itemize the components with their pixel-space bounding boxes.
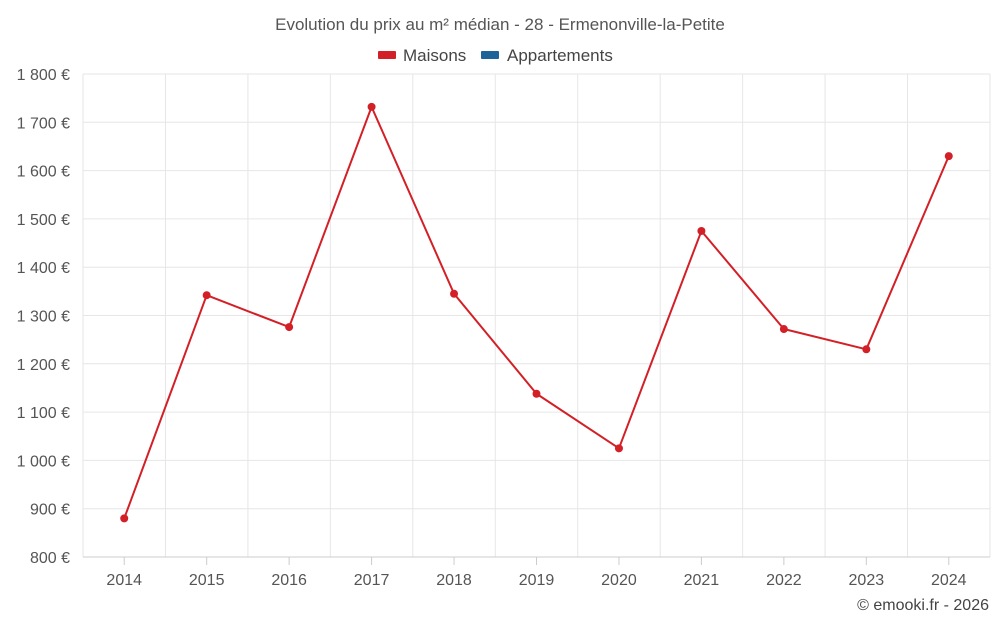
legend-item-appartements[interactable]: Appartements bbox=[481, 46, 613, 65]
data-point[interactable] bbox=[367, 102, 376, 111]
data-point[interactable] bbox=[450, 289, 459, 298]
legend-swatch-maisons bbox=[378, 51, 396, 59]
y-tick-label: 1 800 € bbox=[17, 67, 70, 84]
legend-label-maisons: Maisons bbox=[403, 46, 466, 65]
x-tick-label: 2017 bbox=[354, 572, 390, 589]
x-tick-label: 2022 bbox=[766, 572, 802, 589]
x-tick-label: 2020 bbox=[601, 572, 637, 589]
x-axis: 2014 2015 2016 2017 2018 2019 2020 2021 2022 2023… bbox=[83, 556, 990, 589]
x-tick-label: 2024 bbox=[931, 572, 967, 589]
y-tick-label: 1 600 € bbox=[17, 164, 70, 181]
series-layer bbox=[120, 102, 953, 523]
x-tick-label: 2016 bbox=[271, 572, 307, 589]
y-tick-label: 1 500 € bbox=[17, 212, 70, 229]
x-tick-label: 2019 bbox=[519, 572, 555, 589]
y-tick-label: 1 000 € bbox=[17, 453, 70, 470]
legend-swatch-appartements bbox=[481, 51, 499, 59]
data-point[interactable] bbox=[120, 514, 129, 523]
x-tick-label: 2023 bbox=[849, 572, 885, 589]
data-point[interactable] bbox=[697, 226, 706, 235]
y-tick-label: 1 100 € bbox=[17, 405, 70, 422]
y-tick-label: 1 200 € bbox=[17, 357, 70, 374]
data-point[interactable] bbox=[285, 323, 294, 332]
data-point[interactable] bbox=[862, 345, 871, 354]
x-tick-label: 2015 bbox=[189, 572, 225, 589]
legend-label-appartements: Appartements bbox=[507, 46, 613, 65]
legend: Maisons Appartements bbox=[378, 46, 613, 65]
legend-item-maisons[interactable]: Maisons bbox=[378, 46, 466, 65]
y-tick-label: 1 700 € bbox=[17, 115, 70, 132]
grid bbox=[82, 73, 991, 557]
data-point[interactable] bbox=[944, 152, 953, 161]
data-point[interactable] bbox=[779, 325, 788, 334]
y-tick-label: 900 € bbox=[30, 502, 70, 519]
y-tick-label: 1 400 € bbox=[17, 260, 70, 277]
x-tick-label: 2021 bbox=[684, 572, 720, 589]
chart-title: Evolution du prix au m² médian - 28 - Er… bbox=[275, 15, 725, 34]
data-point[interactable] bbox=[614, 444, 623, 453]
y-axis: 800 € 900 € 1 000 € 1 100 € 1 200 € 1 300 € 1 … bbox=[17, 67, 70, 567]
data-point[interactable] bbox=[202, 291, 211, 300]
y-tick-label: 1 300 € bbox=[17, 309, 70, 326]
y-tick-label: 800 € bbox=[30, 550, 70, 567]
x-tick-label: 2014 bbox=[106, 572, 142, 589]
credit: © emooki.fr - 2026 bbox=[857, 597, 989, 614]
x-tick-label: 2018 bbox=[436, 572, 472, 589]
data-point[interactable] bbox=[532, 389, 541, 398]
